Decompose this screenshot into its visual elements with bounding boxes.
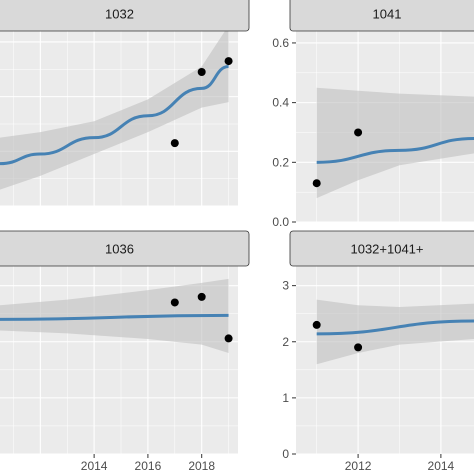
facet-strip [0, 230, 250, 267]
trend-line [0, 65, 229, 166]
data-point [312, 179, 321, 188]
x-tick-label: 2018 [188, 459, 215, 473]
data-point [197, 292, 206, 301]
y-tick-label: 2 [282, 335, 289, 349]
trend-line [316, 319, 474, 336]
facet-panel-1041: 1041 0.0 0.2 0.4 0.6 [272, 0, 474, 229]
data-point [224, 57, 233, 66]
x-tick-label: 2014 [428, 459, 455, 473]
y-tick-label: 0.0 [272, 215, 289, 229]
facet-panel-1032-1041: 1032+1041+ 0 1 2 3 2012 2014 [282, 230, 474, 473]
facet-strip-label: 1032 [105, 7, 134, 22]
facet-strip [289, 230, 474, 267]
facet-panel-1032: 1032 [0, 0, 250, 206]
data-point [224, 334, 233, 343]
facet-strip-label: 1041 [373, 7, 402, 22]
facet-strip-label: 1036 [105, 242, 134, 257]
trend-line [0, 313, 229, 321]
x-tick-label: 2016 [135, 459, 162, 473]
data-point [354, 343, 363, 352]
data-point [197, 68, 206, 77]
y-tick-label: 0.2 [272, 155, 289, 169]
y-tick-label: 0.4 [272, 96, 289, 110]
x-tick-label: 2012 [345, 459, 372, 473]
data-point [170, 139, 179, 148]
x-tick-label: 2014 [81, 459, 108, 473]
y-tick-label: 1 [282, 391, 289, 405]
data-point [354, 128, 363, 137]
y-tick-label: 3 [282, 279, 289, 293]
facet-strip [289, 0, 474, 32]
trend-line [316, 136, 474, 164]
confidence-band [316, 87, 474, 199]
data-point [312, 320, 321, 329]
facet-panel-1036: 1036 2014 2016 2018 [0, 230, 250, 473]
y-tick-label: 0 [282, 447, 289, 461]
facet-strip-label: 1032+1041+ [350, 242, 423, 257]
y-tick-label: 0.6 [272, 36, 289, 50]
facet-strip [0, 0, 250, 32]
data-point [170, 298, 179, 307]
